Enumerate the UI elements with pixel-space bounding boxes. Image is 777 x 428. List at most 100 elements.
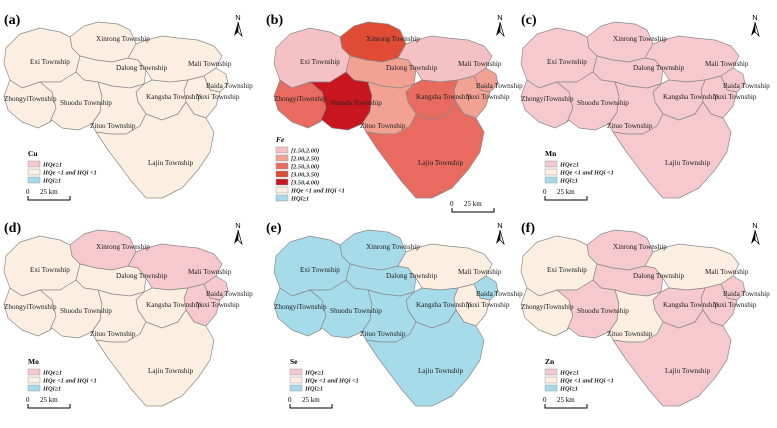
- legend-hqe-high-label: HQe≥1: [42, 370, 62, 377]
- township-label-mali: Mali Township: [705, 60, 749, 68]
- township-label-exi: Exi Township: [300, 58, 340, 66]
- township-label-shuodu: Shuodu Township: [60, 307, 112, 315]
- township-lajiu[interactable]: [365, 309, 485, 407]
- township-lajiu[interactable]: [95, 309, 215, 407]
- township-label-zituo: Zituo Township: [90, 122, 136, 130]
- township-label-kangsha: Kangsha Township: [416, 301, 471, 309]
- legend-fe-class-swatch: [275, 154, 289, 162]
- north-label: N: [235, 13, 240, 22]
- legend-hq-low-both-label: HQe <1 and HQi <1: [559, 170, 614, 177]
- township-label-lajiu: Lajiu Township: [418, 159, 463, 167]
- township-map: Xinrong Township Exi Township Dalong Towns…: [520, 21, 770, 199]
- legend-hqi-high-swatch: [27, 384, 41, 392]
- township-label-zituo: Zituo Township: [607, 330, 653, 338]
- legend-hqe-high-label: HQe≥1: [42, 162, 62, 169]
- map-panel-e: (e) Xinrong Township Exi Township Dalong To…: [266, 221, 523, 409]
- legend-title: Fe: [276, 135, 285, 144]
- township-label-zhongyi: ZhongyiTownship: [521, 303, 574, 311]
- township-label-lajiu: Lajiu Township: [148, 159, 193, 167]
- township-label-shuodu: Shuodu Township: [577, 307, 629, 315]
- township-label-yuxi: Yuxi Township: [713, 301, 757, 309]
- township-lajiu[interactable]: [95, 101, 215, 199]
- legend-fe-class-swatch: [275, 146, 289, 154]
- scale-bar: 0 25 km: [288, 396, 333, 409]
- legend-hqi-high-swatch: [289, 384, 303, 392]
- legend-hq-low-both-swatch: [544, 168, 558, 176]
- township-label-zhongyi: ZhongyiTownship: [274, 303, 327, 311]
- township-label-zituo: Zituo Township: [360, 122, 406, 130]
- township-label-xinrong: Xinrong Township: [96, 243, 150, 251]
- north-label: N: [752, 13, 757, 22]
- north-arrow-icon: N: [234, 13, 243, 38]
- panel-label: (f): [521, 221, 535, 236]
- township-label-kangsha: Kangsha Township: [146, 93, 201, 101]
- map-panel-d: (d) Xinrong Township Exi Township Dalong To…: [3, 221, 253, 409]
- legend-hqi-high-label: HQi≥1: [42, 178, 61, 185]
- legend-hqe-high-label: HQe≥1: [559, 162, 579, 169]
- legend-hq-low-both-label: HQe <1 and HQi <1: [559, 378, 614, 385]
- legend-fe-class-label: [3.00,3.50): [291, 172, 319, 179]
- fe-legend: Fe [1.50,2.00)[2.00,2.50)[2.50,3.00)[3.00…: [275, 135, 345, 203]
- township-label-kangsha: Kangsha Township: [416, 93, 471, 101]
- township-lajiu[interactable]: [612, 309, 732, 407]
- township-label-xinrong: Xinrong Township: [366, 35, 420, 43]
- township-label-zhongyi: ZhongyiTownship: [274, 95, 327, 103]
- panel-label: (c): [521, 13, 537, 28]
- township-label-dalong: Dalong Township: [386, 272, 437, 280]
- panel-label: (e): [266, 221, 282, 236]
- legend-hqi-high-label: HQi≥1: [559, 386, 578, 393]
- panel-label: (a): [4, 13, 21, 28]
- township-lajiu[interactable]: [365, 101, 485, 199]
- legend-fe-class-label: [1.50,2.00): [291, 148, 319, 155]
- township-label-kangsha: Kangsha Township: [663, 301, 718, 309]
- township-label-baida: Baida Township: [476, 82, 523, 90]
- legend-hqi-high-swatch: [275, 194, 289, 202]
- township-map: Xinrong Township Exi Township Dalong Towns…: [3, 229, 253, 407]
- map-panel-a: (a) Xinrong Township Exi Township Dalong To…: [3, 13, 253, 201]
- legend-hqe-high-swatch: [544, 368, 558, 376]
- legend-hqe-high-swatch: [544, 160, 558, 168]
- legend-fe-class-label: [2.00,2.50): [291, 156, 319, 163]
- township-label-shuodu: Shuodu Township: [330, 307, 382, 315]
- township-label-yuxi: Yuxi Township: [466, 93, 510, 101]
- north-label: N: [497, 13, 502, 22]
- legend-hq-low-both-label: HQe <1 and HQi <1: [290, 188, 345, 195]
- township-label-exi: Exi Township: [30, 266, 70, 274]
- township-label-yuxi: Yuxi Township: [713, 93, 757, 101]
- township-label-zituo: Zituo Township: [607, 122, 653, 130]
- township-label-exi: Exi Township: [547, 58, 587, 66]
- scale-zero: 0: [543, 188, 547, 196]
- township-label-lajiu: Lajiu Township: [418, 367, 463, 375]
- township-label-xinrong: Xinrong Township: [366, 243, 420, 251]
- township-map: Xinrong Township Exi Township Dalong Towns…: [273, 21, 523, 199]
- legend-hqe-high-label: HQe≥1: [304, 370, 324, 377]
- scale-bar: 0 25 km: [543, 188, 588, 201]
- township-label-mali: Mali Township: [705, 268, 749, 276]
- panel-label: (d): [4, 221, 21, 236]
- township-label-exi: Exi Township: [30, 58, 70, 66]
- scale-bar: 0 25 km: [26, 396, 71, 409]
- township-label-baida: Baida Township: [476, 290, 523, 298]
- legend-fe-class-swatch: [275, 162, 289, 170]
- township-label-yuxi: Yuxi Township: [196, 301, 240, 309]
- legend-hq-low-both-swatch: [289, 376, 303, 384]
- township-label-yuxi: Yuxi Township: [466, 301, 510, 309]
- scale-distance: 25 km: [557, 396, 575, 404]
- legend-hqe-high-swatch: [27, 368, 41, 376]
- township-lajiu[interactable]: [612, 101, 732, 199]
- north-arrow-icon: N: [751, 13, 760, 38]
- scale-distance: 25 km: [40, 396, 58, 404]
- township-map: Xinrong Township Exi Township Dalong Towns…: [273, 229, 523, 407]
- township-label-dalong: Dalong Township: [633, 64, 684, 72]
- township-label-zhongyi: ZhongyiTownship: [4, 303, 57, 311]
- panel-label: (b): [266, 13, 283, 28]
- township-label-xinrong: Xinrong Township: [613, 243, 667, 251]
- township-label-baida: Baida Township: [206, 82, 253, 90]
- township-label-lajiu: Lajiu Township: [665, 159, 710, 167]
- township-label-kangsha: Kangsha Township: [663, 93, 718, 101]
- township-label-kangsha: Kangsha Township: [146, 301, 201, 309]
- legend-hqi-high-label: HQi≥1: [42, 386, 61, 393]
